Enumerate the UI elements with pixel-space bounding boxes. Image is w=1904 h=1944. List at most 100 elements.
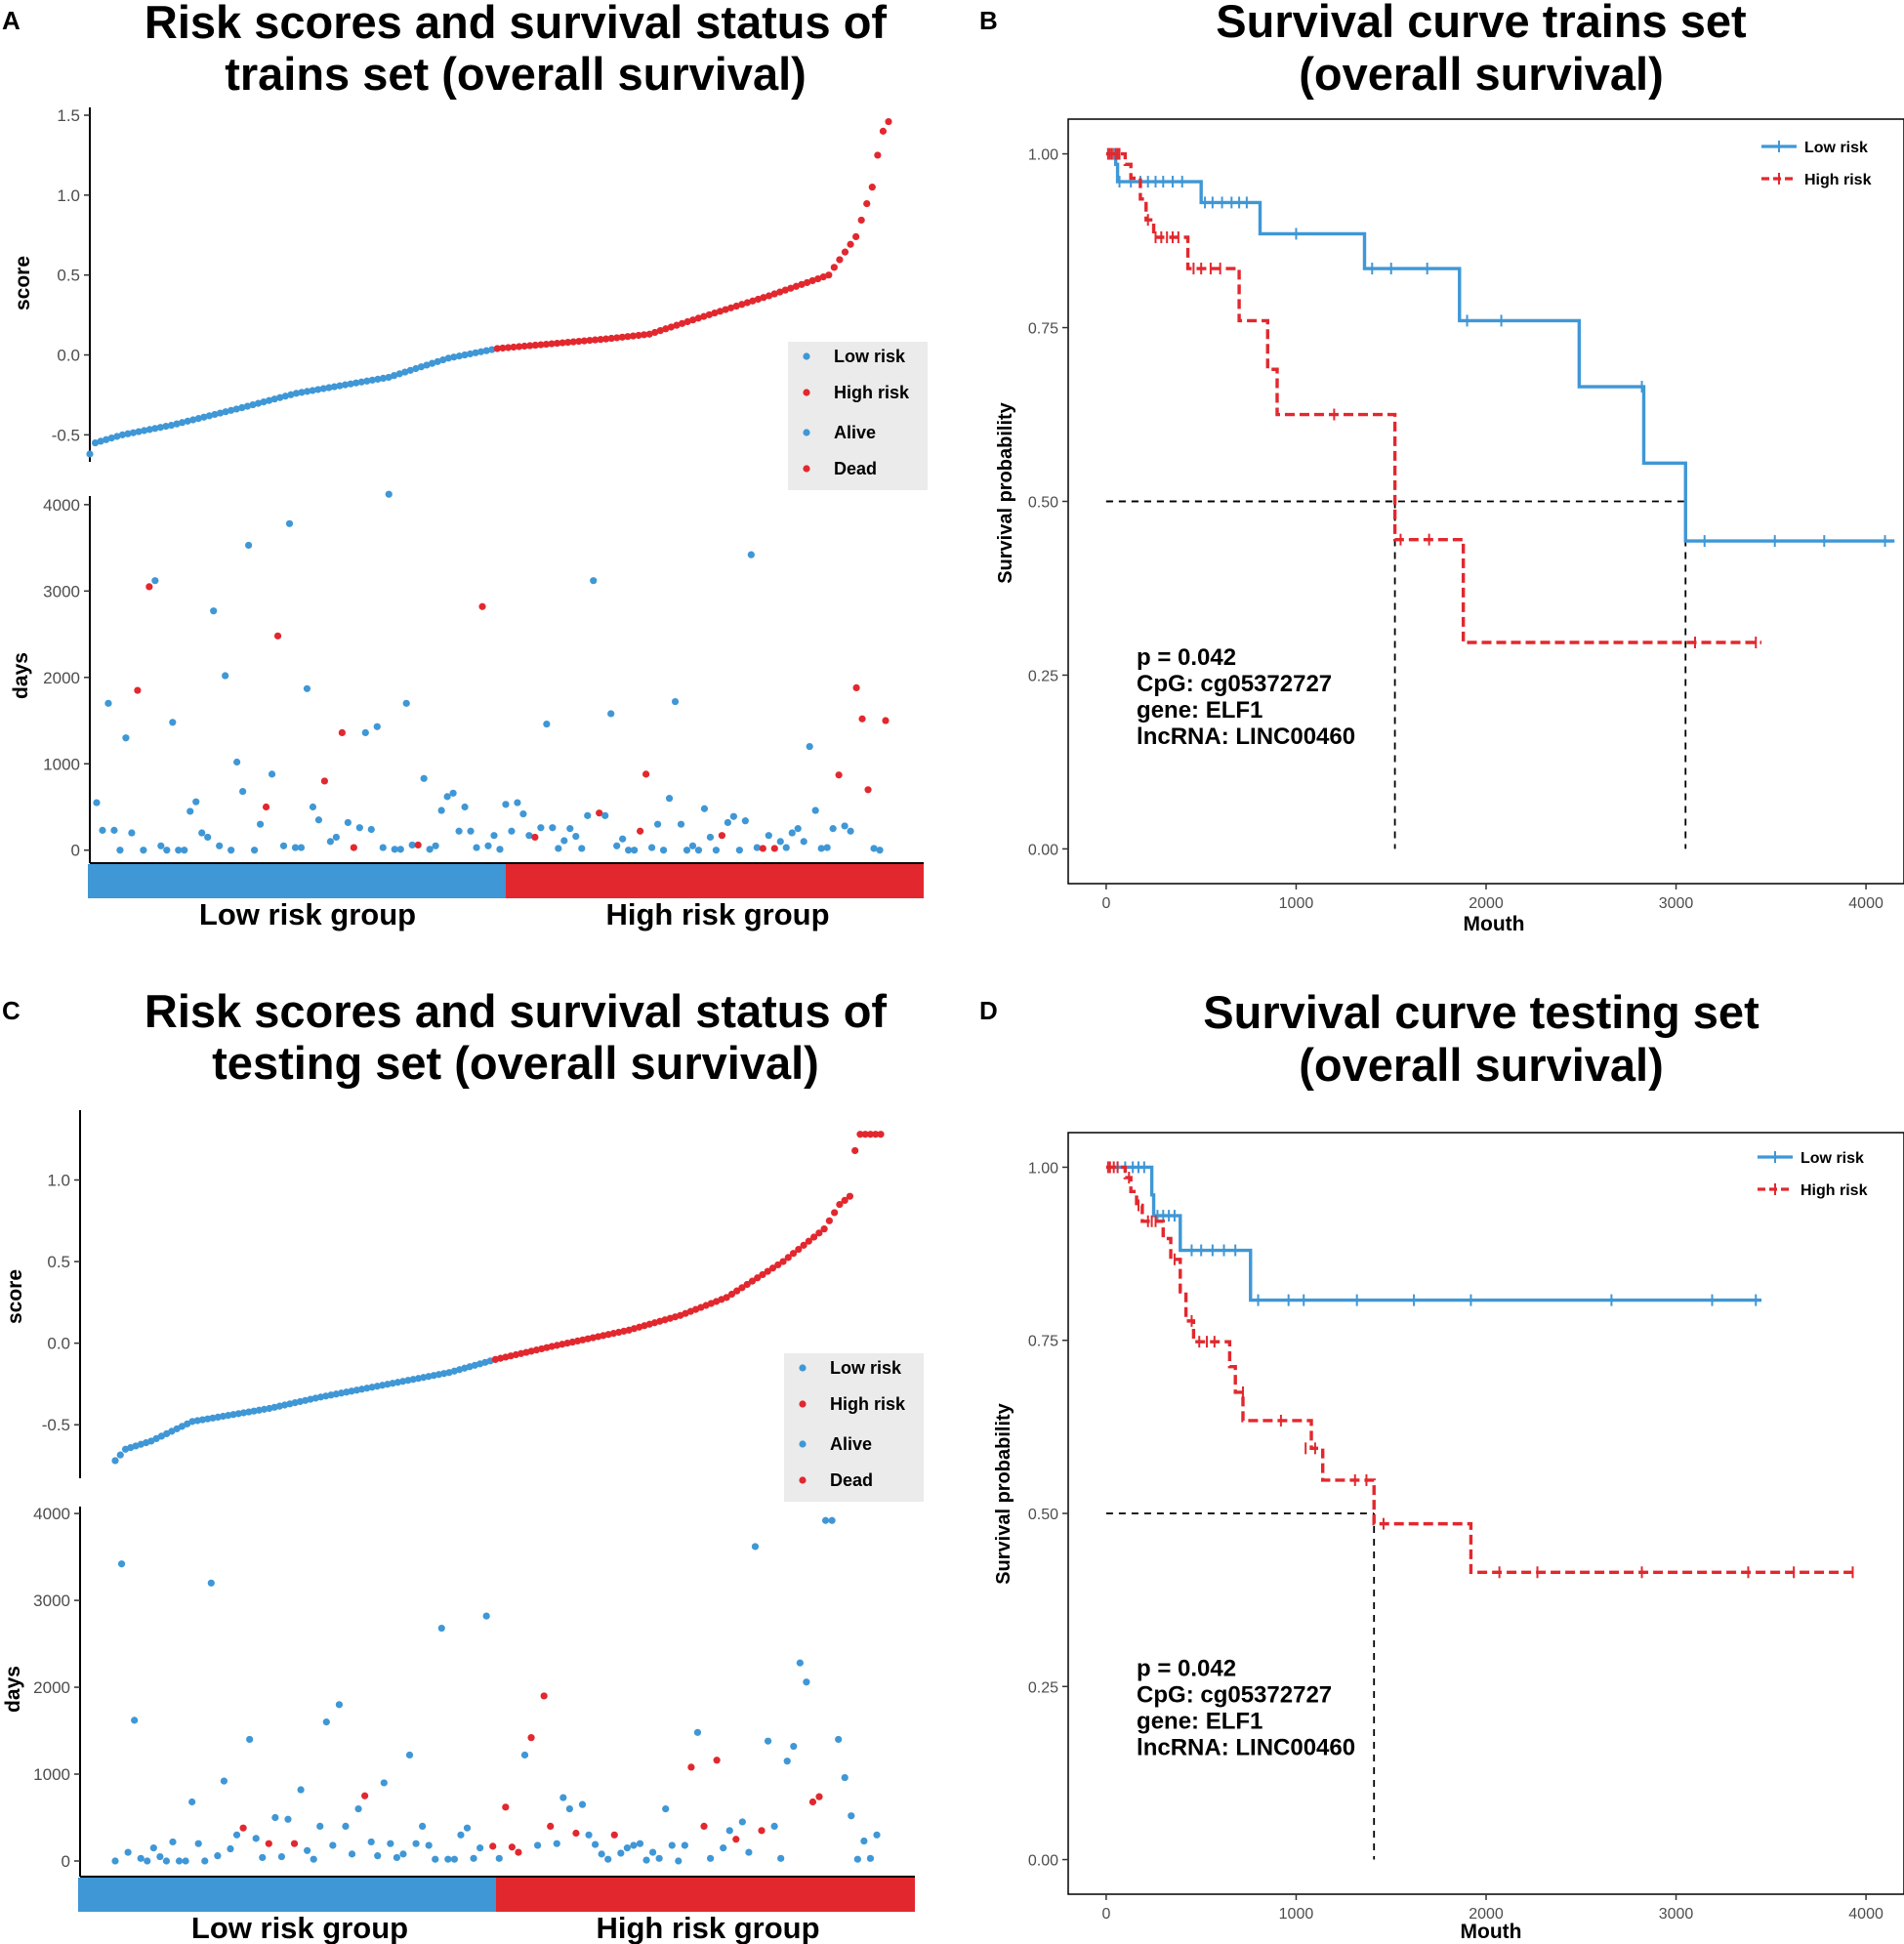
score-point bbox=[347, 380, 354, 388]
days-point-alive bbox=[777, 1854, 785, 1862]
days-point-alive bbox=[519, 809, 527, 818]
score-point bbox=[738, 301, 746, 309]
score-point bbox=[733, 1287, 741, 1295]
score-point bbox=[423, 361, 431, 369]
score-point bbox=[872, 1131, 880, 1138]
days-point-alive bbox=[169, 719, 177, 726]
score-y-tick-label: 1.0 bbox=[57, 186, 80, 205]
panel-letter-b: B bbox=[979, 6, 998, 35]
days-point-alive bbox=[391, 846, 398, 853]
days-point-alive bbox=[367, 825, 375, 834]
days-point-alive bbox=[866, 1854, 875, 1862]
score-point bbox=[292, 390, 301, 397]
score-point bbox=[836, 1200, 844, 1209]
days-point-dead bbox=[718, 832, 726, 840]
x-tick-label: 2000 bbox=[1469, 1906, 1504, 1923]
days-point-dead bbox=[540, 1692, 548, 1700]
score-point bbox=[270, 395, 278, 403]
days-point-alive bbox=[463, 1824, 472, 1832]
days-point-alive bbox=[484, 842, 492, 849]
days-point-alive bbox=[630, 1841, 638, 1849]
panel-b-title-line-1: Survival curve trains set bbox=[1216, 0, 1747, 47]
score-point bbox=[792, 282, 801, 290]
score-point bbox=[885, 117, 892, 126]
score-point bbox=[118, 431, 126, 438]
legend-label: Alive bbox=[834, 423, 876, 442]
score-point bbox=[151, 425, 159, 433]
score-point bbox=[559, 339, 566, 347]
panel-a-risk-plot: Risk scores and survival status of train… bbox=[10, 0, 928, 931]
score-point bbox=[482, 347, 490, 354]
score-point bbox=[374, 375, 382, 383]
days-point-alive bbox=[250, 847, 259, 854]
days-point-alive bbox=[396, 846, 404, 853]
x-tick-label: 2000 bbox=[1469, 895, 1504, 912]
days-point-alive bbox=[566, 825, 574, 833]
days-point-alive bbox=[681, 1841, 688, 1849]
score-point bbox=[748, 1277, 757, 1285]
score-point bbox=[814, 274, 822, 283]
days-point-alive bbox=[873, 1831, 881, 1839]
days-point-alive bbox=[149, 1844, 157, 1852]
y-tick-label: 0.00 bbox=[1028, 1853, 1058, 1870]
high-risk-group-bar bbox=[506, 864, 924, 898]
score-point bbox=[841, 1196, 849, 1205]
score-point bbox=[249, 400, 257, 409]
score-point bbox=[330, 383, 339, 391]
days-point-alive bbox=[122, 734, 130, 742]
score-point bbox=[673, 321, 681, 329]
score-point bbox=[667, 323, 676, 331]
days-point-alive bbox=[590, 577, 598, 585]
days-point-alive bbox=[450, 1855, 458, 1863]
days-point-alive bbox=[227, 1844, 234, 1853]
days-point-alive bbox=[297, 1786, 305, 1794]
days-point-alive bbox=[310, 1855, 317, 1863]
days-point-alive bbox=[124, 1848, 132, 1856]
days-point-alive bbox=[304, 1846, 311, 1854]
days-point-alive bbox=[823, 844, 831, 851]
days-point-dead bbox=[758, 1827, 766, 1835]
panel-a-high-group-label: High risk group bbox=[605, 897, 829, 931]
days-point-alive bbox=[201, 1857, 209, 1865]
days-point-dead bbox=[290, 1840, 299, 1847]
score-point bbox=[542, 340, 551, 349]
days-point-alive bbox=[104, 699, 112, 707]
days-y-tick-label: 0 bbox=[71, 842, 80, 860]
days-y-tick-label: 1000 bbox=[33, 1765, 70, 1784]
days-point-dead bbox=[489, 1842, 497, 1850]
y-tick-label: 0.50 bbox=[1028, 495, 1058, 512]
days-point-alive bbox=[514, 799, 521, 807]
score-point bbox=[743, 1280, 751, 1289]
days-point-alive bbox=[239, 787, 247, 796]
days-y-tick-label: 0 bbox=[62, 1852, 70, 1871]
days-point-alive bbox=[432, 1855, 439, 1863]
high-risk-group-bar bbox=[496, 1878, 915, 1912]
score-point bbox=[526, 342, 534, 350]
score-point bbox=[723, 1294, 730, 1302]
score-point bbox=[624, 333, 632, 341]
days-point-alive bbox=[186, 807, 194, 815]
score-y-tick-label: 0.5 bbox=[47, 1253, 70, 1271]
days-point-dead bbox=[815, 1793, 823, 1800]
legend-key-low-risk bbox=[803, 352, 810, 360]
days-point-alive bbox=[444, 1855, 452, 1863]
days-point-alive bbox=[473, 844, 480, 851]
panel-d-xlabel: Mouth bbox=[1461, 1921, 1522, 1943]
days-point-alive bbox=[806, 742, 813, 751]
days-point-alive bbox=[316, 1822, 324, 1830]
days-point-dead bbox=[145, 583, 153, 591]
days-point-alive bbox=[747, 551, 755, 558]
score-point bbox=[352, 379, 360, 387]
score-point bbox=[461, 351, 469, 359]
score-point bbox=[805, 1237, 812, 1245]
score-point bbox=[222, 408, 229, 416]
score-point bbox=[537, 341, 545, 349]
days-point-alive bbox=[578, 845, 586, 852]
panel-c-title-line-1: Risk scores and survival status of bbox=[145, 985, 887, 1037]
days-point-alive bbox=[194, 1840, 202, 1847]
days-point-alive bbox=[419, 1822, 427, 1830]
days-point-alive bbox=[604, 1855, 612, 1863]
days-point-alive bbox=[876, 847, 884, 854]
days-y-tick-label: 3000 bbox=[33, 1592, 70, 1610]
days-point-alive bbox=[128, 829, 136, 837]
